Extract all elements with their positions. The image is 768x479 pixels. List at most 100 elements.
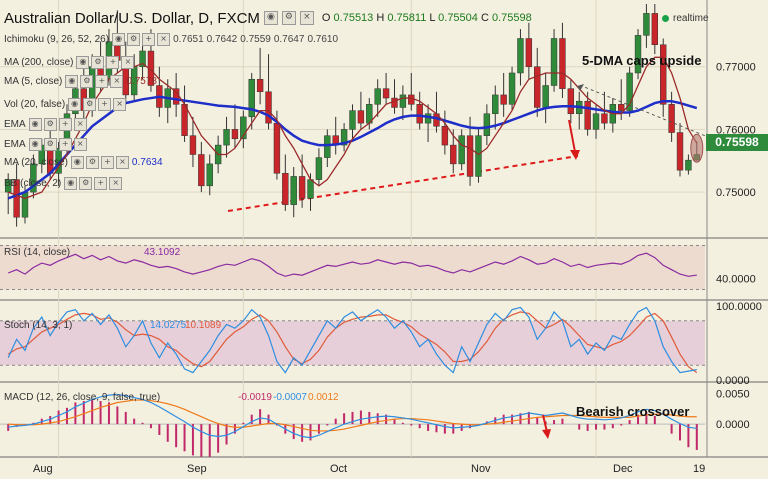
price-tick-label: 0.77000: [716, 62, 756, 74]
remove-icon[interactable]: ×: [73, 118, 87, 131]
settings-icon[interactable]: ⚙: [85, 156, 99, 169]
visibility-icon[interactable]: ◉: [28, 118, 42, 131]
overlay-label: MA (20, close): [4, 157, 68, 168]
settings-icon[interactable]: ⚙: [80, 75, 94, 88]
add-icon[interactable]: +: [58, 138, 72, 151]
add-icon[interactable]: +: [94, 177, 108, 190]
candle-body: [38, 144, 45, 165]
candle-body: [592, 113, 600, 130]
candle-body: [139, 50, 146, 67]
realtime-label: realtime: [673, 13, 709, 24]
candle-body: [567, 88, 575, 114]
overlay-value: 0.7559: [240, 34, 271, 45]
bearish-arrow-line: [542, 414, 548, 433]
macd-line-value: -0.0007: [273, 392, 307, 403]
visibility-icon[interactable]: ◉: [64, 177, 78, 190]
candle-body: [399, 94, 407, 108]
overlay-buttons: ◉ ⚙ + ×: [70, 156, 129, 169]
remove-icon[interactable]: ×: [113, 98, 127, 111]
stoch-k-value: 14.0275: [150, 320, 187, 331]
remove-icon[interactable]: ×: [73, 138, 87, 151]
remove-icon[interactable]: ×: [109, 177, 123, 190]
overlay-label: BB (close, 2): [4, 178, 62, 189]
remove-icon[interactable]: ×: [157, 33, 171, 46]
macd-signal-line: [8, 399, 697, 432]
overlay-row[interactable]: MA (200, close) ◉ ⚙ + ×: [4, 56, 135, 69]
candle-body: [315, 157, 323, 180]
remove-icon[interactable]: ×: [115, 156, 129, 169]
overlay-label: MA (200, close): [4, 57, 74, 68]
add-icon[interactable]: +: [98, 98, 112, 111]
overlay-buttons: ◉ ⚙ + ×: [65, 75, 124, 88]
candle-body: [374, 88, 381, 105]
visibility-icon[interactable]: ◉: [112, 33, 126, 46]
add-icon[interactable]: +: [58, 118, 72, 131]
candle-body: [483, 113, 491, 136]
overlay-row[interactable]: BB (close, 2) ◉ ⚙ + ×: [4, 177, 123, 190]
down-arrow-head: [570, 150, 580, 160]
macd-tick-label: 0.0050: [716, 388, 750, 400]
overlay-row[interactable]: MA (20, close) ◉ ⚙ + × 0.7634: [4, 156, 163, 169]
remove-icon[interactable]: ×: [121, 56, 135, 69]
remove-icon[interactable]: ×: [110, 75, 124, 88]
candle-body: [30, 163, 37, 193]
add-icon[interactable]: +: [100, 156, 114, 169]
stoch-tick-label: 0.0000: [716, 375, 750, 387]
visibility-eye-icon[interactable]: ◉: [263, 11, 278, 25]
visibility-icon[interactable]: ◉: [70, 156, 84, 169]
candle-body: [408, 94, 415, 105]
price-tick-label: 0.75000: [716, 187, 756, 199]
high-value: 0.75811: [387, 12, 427, 24]
settings-icon[interactable]: ⚙: [43, 138, 57, 151]
settings-icon[interactable]: ⚙: [79, 177, 93, 190]
candle-body: [416, 104, 423, 124]
x-tick-label: Nov: [471, 463, 491, 475]
rsi-value: 43.1092: [144, 247, 181, 258]
candle-body: [206, 163, 213, 187]
visibility-icon[interactable]: ◉: [68, 98, 82, 111]
settings-icon[interactable]: ⚙: [127, 33, 141, 46]
overlay-row[interactable]: Vol (20, false) ◉ ⚙ + ×: [4, 98, 127, 111]
add-icon[interactable]: +: [142, 33, 156, 46]
overlay-value: 0.7651: [173, 34, 204, 45]
settings-icon[interactable]: ⚙: [91, 56, 105, 69]
candle-body: [458, 135, 465, 165]
rsi-title: RSI (14, close): [4, 247, 70, 258]
candle-body: [290, 176, 297, 205]
stoch-d-value: 10.1089: [185, 320, 222, 331]
overlay-buttons: ◉ ⚙ + ×: [68, 98, 127, 111]
visibility-icon[interactable]: ◉: [76, 56, 90, 69]
candle-body: [643, 13, 650, 36]
add-icon[interactable]: +: [95, 75, 109, 88]
overlay-row[interactable]: MA (5, close) ◉ ⚙ + × 0.7578: [4, 75, 157, 88]
close-icon[interactable]: ×: [299, 11, 314, 25]
add-icon[interactable]: +: [106, 56, 120, 69]
candle-body: [601, 113, 608, 124]
settings-icon[interactable]: ⚙: [43, 118, 57, 131]
overlay-row[interactable]: EMA ◉ ⚙ + ×: [4, 118, 87, 131]
overlay-buttons: ◉ ⚙ + ×: [28, 138, 87, 151]
candle-body: [324, 135, 331, 158]
chart-header: Australian Dollar/U.S. Dollar, D, FXCM ◉…: [4, 9, 532, 27]
overlay-label: Ichimoku (9, 26, 52, 26): [4, 34, 110, 45]
settings-icon[interactable]: ⚙: [83, 98, 97, 111]
visibility-icon[interactable]: ◉: [28, 138, 42, 151]
candle-body: [660, 44, 667, 105]
candle-body: [508, 72, 516, 105]
settings-gear-icon[interactable]: ⚙: [281, 11, 296, 25]
visibility-icon[interactable]: ◉: [65, 75, 79, 88]
last-price-badge: 0.75598: [706, 134, 768, 151]
rsi-tick-label: 40.0000: [716, 274, 756, 286]
candle-body: [391, 97, 398, 108]
overlay-row[interactable]: EMA ◉ ⚙ + ×: [4, 138, 87, 151]
macd-line: [8, 393, 697, 439]
macd-tick-label: 0.0000: [716, 419, 750, 431]
overlay-label: EMA: [4, 139, 26, 150]
stoch-tick-label: 100.0000: [716, 301, 762, 313]
close-value: 0.75598: [491, 12, 532, 24]
candle-body: [542, 85, 549, 108]
candle-body: [198, 154, 205, 187]
overlay-row[interactable]: Ichimoku (9, 26, 52, 26) ◉ ⚙ + × 0.7651 0.7642…: [4, 33, 338, 46]
candle-body: [340, 129, 348, 146]
